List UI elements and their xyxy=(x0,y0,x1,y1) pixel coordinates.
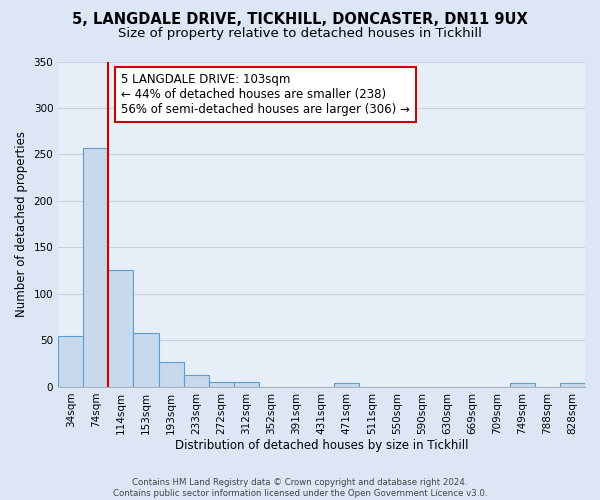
Text: 5 LANGDALE DRIVE: 103sqm
← 44% of detached houses are smaller (238)
56% of semi-: 5 LANGDALE DRIVE: 103sqm ← 44% of detach… xyxy=(121,72,410,116)
Bar xyxy=(209,382,234,387)
Bar xyxy=(133,333,158,387)
X-axis label: Distribution of detached houses by size in Tickhill: Distribution of detached houses by size … xyxy=(175,440,469,452)
Text: 5, LANGDALE DRIVE, TICKHILL, DONCASTER, DN11 9UX: 5, LANGDALE DRIVE, TICKHILL, DONCASTER, … xyxy=(72,12,528,28)
Bar xyxy=(560,383,585,387)
Text: Size of property relative to detached houses in Tickhill: Size of property relative to detached ho… xyxy=(118,28,482,40)
Bar xyxy=(184,375,209,387)
Y-axis label: Number of detached properties: Number of detached properties xyxy=(15,131,28,317)
Bar xyxy=(510,383,535,387)
Bar xyxy=(234,382,259,387)
Bar xyxy=(158,362,184,387)
Text: Contains HM Land Registry data © Crown copyright and database right 2024.
Contai: Contains HM Land Registry data © Crown c… xyxy=(113,478,487,498)
Bar xyxy=(83,148,109,387)
Bar xyxy=(334,383,359,387)
Bar xyxy=(109,270,133,387)
Bar xyxy=(58,336,83,387)
